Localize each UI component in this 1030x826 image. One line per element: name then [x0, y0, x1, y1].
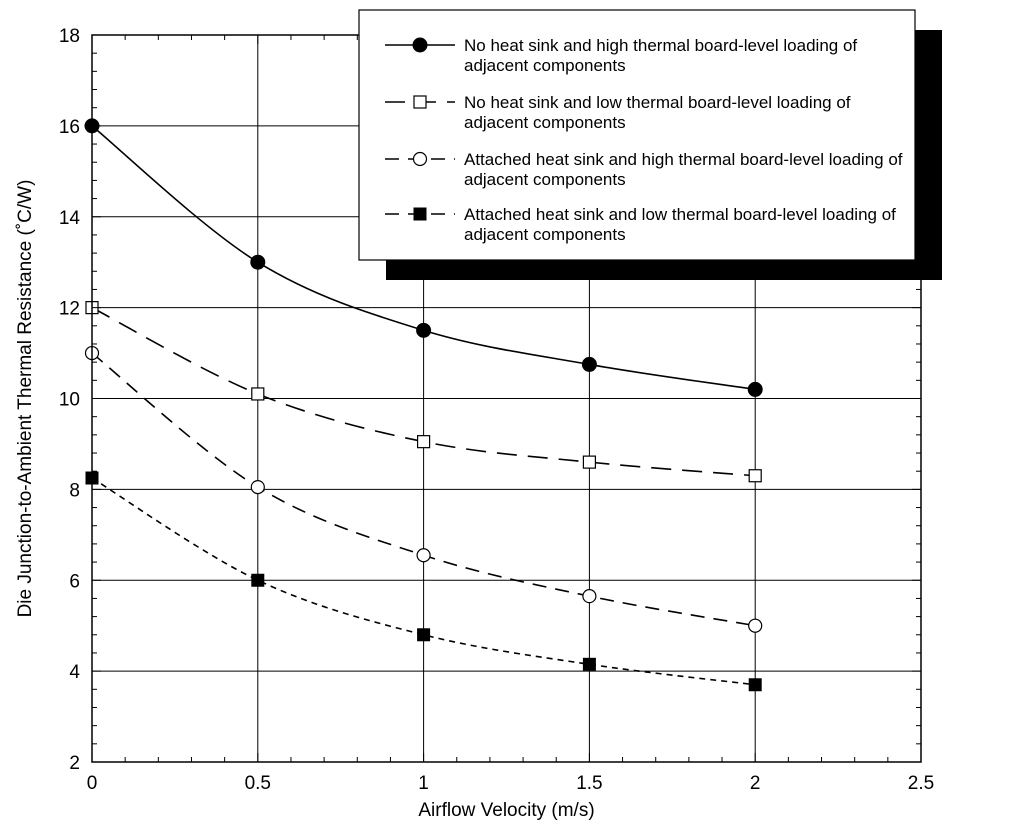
x-tick-label: 2 — [750, 773, 761, 794]
point-marker — [749, 619, 762, 632]
y-tick-label: 2 — [69, 753, 80, 774]
legend-label: adjacent components — [464, 225, 626, 244]
x-axis-title: Airflow Velocity (m/s) — [418, 800, 594, 821]
point-marker — [749, 679, 761, 691]
point-marker — [583, 456, 595, 468]
y-tick-label: 12 — [59, 299, 80, 320]
x-tick-label: 0.5 — [245, 773, 271, 794]
y-tick-label: 10 — [59, 390, 80, 411]
point-marker — [417, 549, 430, 562]
point-marker — [251, 255, 265, 269]
y-tick-label: 6 — [69, 571, 80, 592]
point-marker — [418, 436, 430, 448]
legend-marker — [414, 208, 426, 220]
point-marker — [583, 590, 596, 603]
legend-label: Attached heat sink and low thermal board… — [464, 205, 896, 224]
legend: No heat sink and high thermal board-leve… — [359, 10, 942, 280]
point-marker — [583, 658, 595, 670]
point-marker — [418, 629, 430, 641]
point-marker — [748, 382, 762, 396]
legend-label: No heat sink and low thermal board-level… — [464, 93, 851, 112]
legend-marker — [413, 38, 427, 52]
legend-label: adjacent components — [464, 113, 626, 132]
legend-label: Attached heat sink and high thermal boar… — [464, 150, 903, 169]
legend-label: adjacent components — [464, 56, 626, 75]
x-tick-label: 1 — [418, 773, 429, 794]
y-axis-title: Die Junction-to-Ambient Thermal Resistan… — [15, 180, 36, 618]
legend-marker — [414, 96, 426, 108]
x-tick-label: 1.5 — [576, 773, 602, 794]
point-marker — [251, 481, 264, 494]
legend-label: adjacent components — [464, 170, 626, 189]
legend-marker — [414, 153, 427, 166]
x-tick-label: 0 — [87, 773, 98, 794]
y-tick-label: 18 — [59, 26, 80, 47]
y-tick-label: 16 — [59, 117, 80, 138]
point-marker — [252, 574, 264, 586]
x-tick-label: 2.5 — [908, 773, 934, 794]
point-marker — [417, 323, 431, 337]
point-marker — [749, 470, 761, 482]
y-tick-label: 14 — [59, 208, 81, 229]
y-tick-label: 8 — [69, 480, 80, 501]
legend-label: No heat sink and high thermal board-leve… — [464, 36, 857, 55]
point-marker — [252, 388, 264, 400]
y-tick-label: 4 — [69, 662, 80, 683]
point-marker — [582, 357, 596, 371]
